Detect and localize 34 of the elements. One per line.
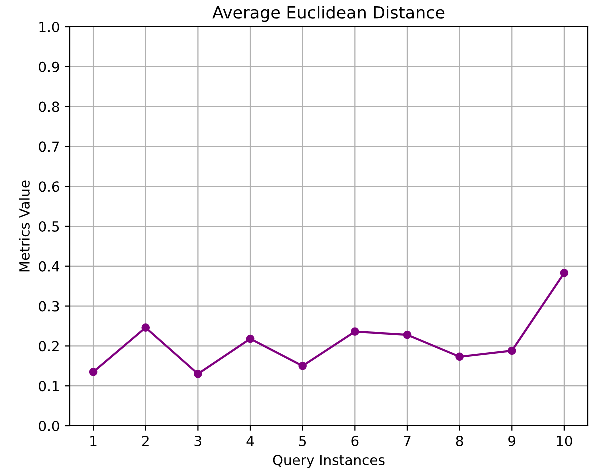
point: [298, 362, 308, 370]
point: [89, 368, 98, 376]
x-axis-title: Query Instances: [273, 454, 385, 468]
x-tick-label: 2: [142, 436, 149, 446]
x-tick-label: 10: [557, 436, 572, 446]
x-tick-label: 7: [404, 436, 411, 446]
y-tick-label: 0.1: [39, 381, 59, 392]
point: [403, 330, 412, 340]
y-tick-label: 0.7: [39, 142, 60, 152]
y-tick-label: 1.0: [40, 22, 60, 32]
y-axis-title: Metrics Value: [19, 180, 30, 272]
x-tick-label: 6: [352, 436, 359, 446]
x-tick-label: 8: [456, 436, 464, 446]
point: [560, 269, 569, 278]
y-tick-label: 0.0: [39, 420, 60, 432]
point: [350, 328, 360, 336]
chart-title: Average Euclidean Distance: [212, 6, 445, 22]
point: [508, 346, 516, 356]
y-tick-label: 0.5: [39, 221, 60, 232]
point: [194, 370, 202, 378]
x-tick-label: 1: [90, 436, 97, 446]
y-tick-label: 0.3: [39, 301, 60, 312]
point: [142, 324, 150, 332]
y-tick-label: 0.4: [39, 261, 60, 272]
y-tick-label: 0.6: [39, 182, 60, 192]
y-tick-label: 0.8: [39, 102, 60, 112]
point: [246, 334, 255, 344]
x-tick-label: 9: [508, 436, 516, 446]
x-tick-label: 5: [299, 436, 306, 446]
x-tick-label: 4: [246, 436, 254, 446]
x-tick-label: 3: [194, 436, 202, 446]
y-tick-label: 0.9: [39, 62, 60, 72]
y-tick-label: 0.2: [39, 341, 59, 352]
point: [456, 352, 464, 362]
